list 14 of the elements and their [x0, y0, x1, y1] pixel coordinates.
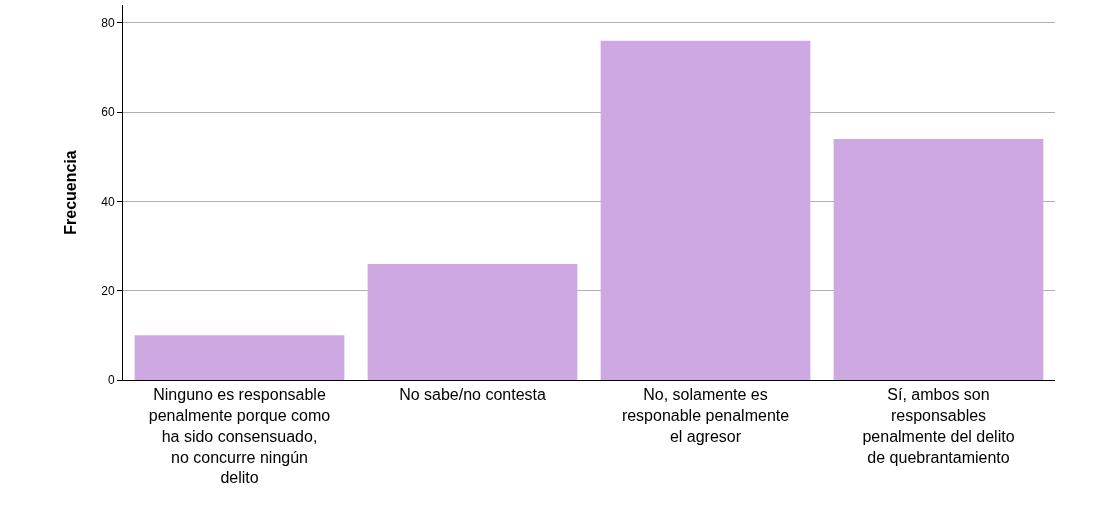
x-tick-label: Sí, ambos son responsables penalmente del delito de quebrantamiento [862, 386, 1015, 466]
y-tick-label: 20 [101, 283, 115, 298]
bar [833, 138, 1044, 380]
bar [134, 335, 345, 380]
y-tick-label: 60 [101, 105, 115, 120]
bar [367, 263, 578, 380]
x-tick-label: No sabe/no contesta [399, 386, 546, 404]
y-tick-label: 40 [101, 194, 115, 209]
y-tick-label: 0 [107, 373, 115, 388]
x-tick-label: No, solamente es responable penalmente el agresor [621, 386, 790, 445]
x-tick-label: Ninguno es responsable penalmente porque como ha sido consensuado, no concurre ningún delito [148, 386, 331, 487]
bar [600, 40, 811, 380]
y-tick-label: 80 [101, 16, 115, 31]
y-axis-title: Frecuencia [62, 150, 80, 235]
